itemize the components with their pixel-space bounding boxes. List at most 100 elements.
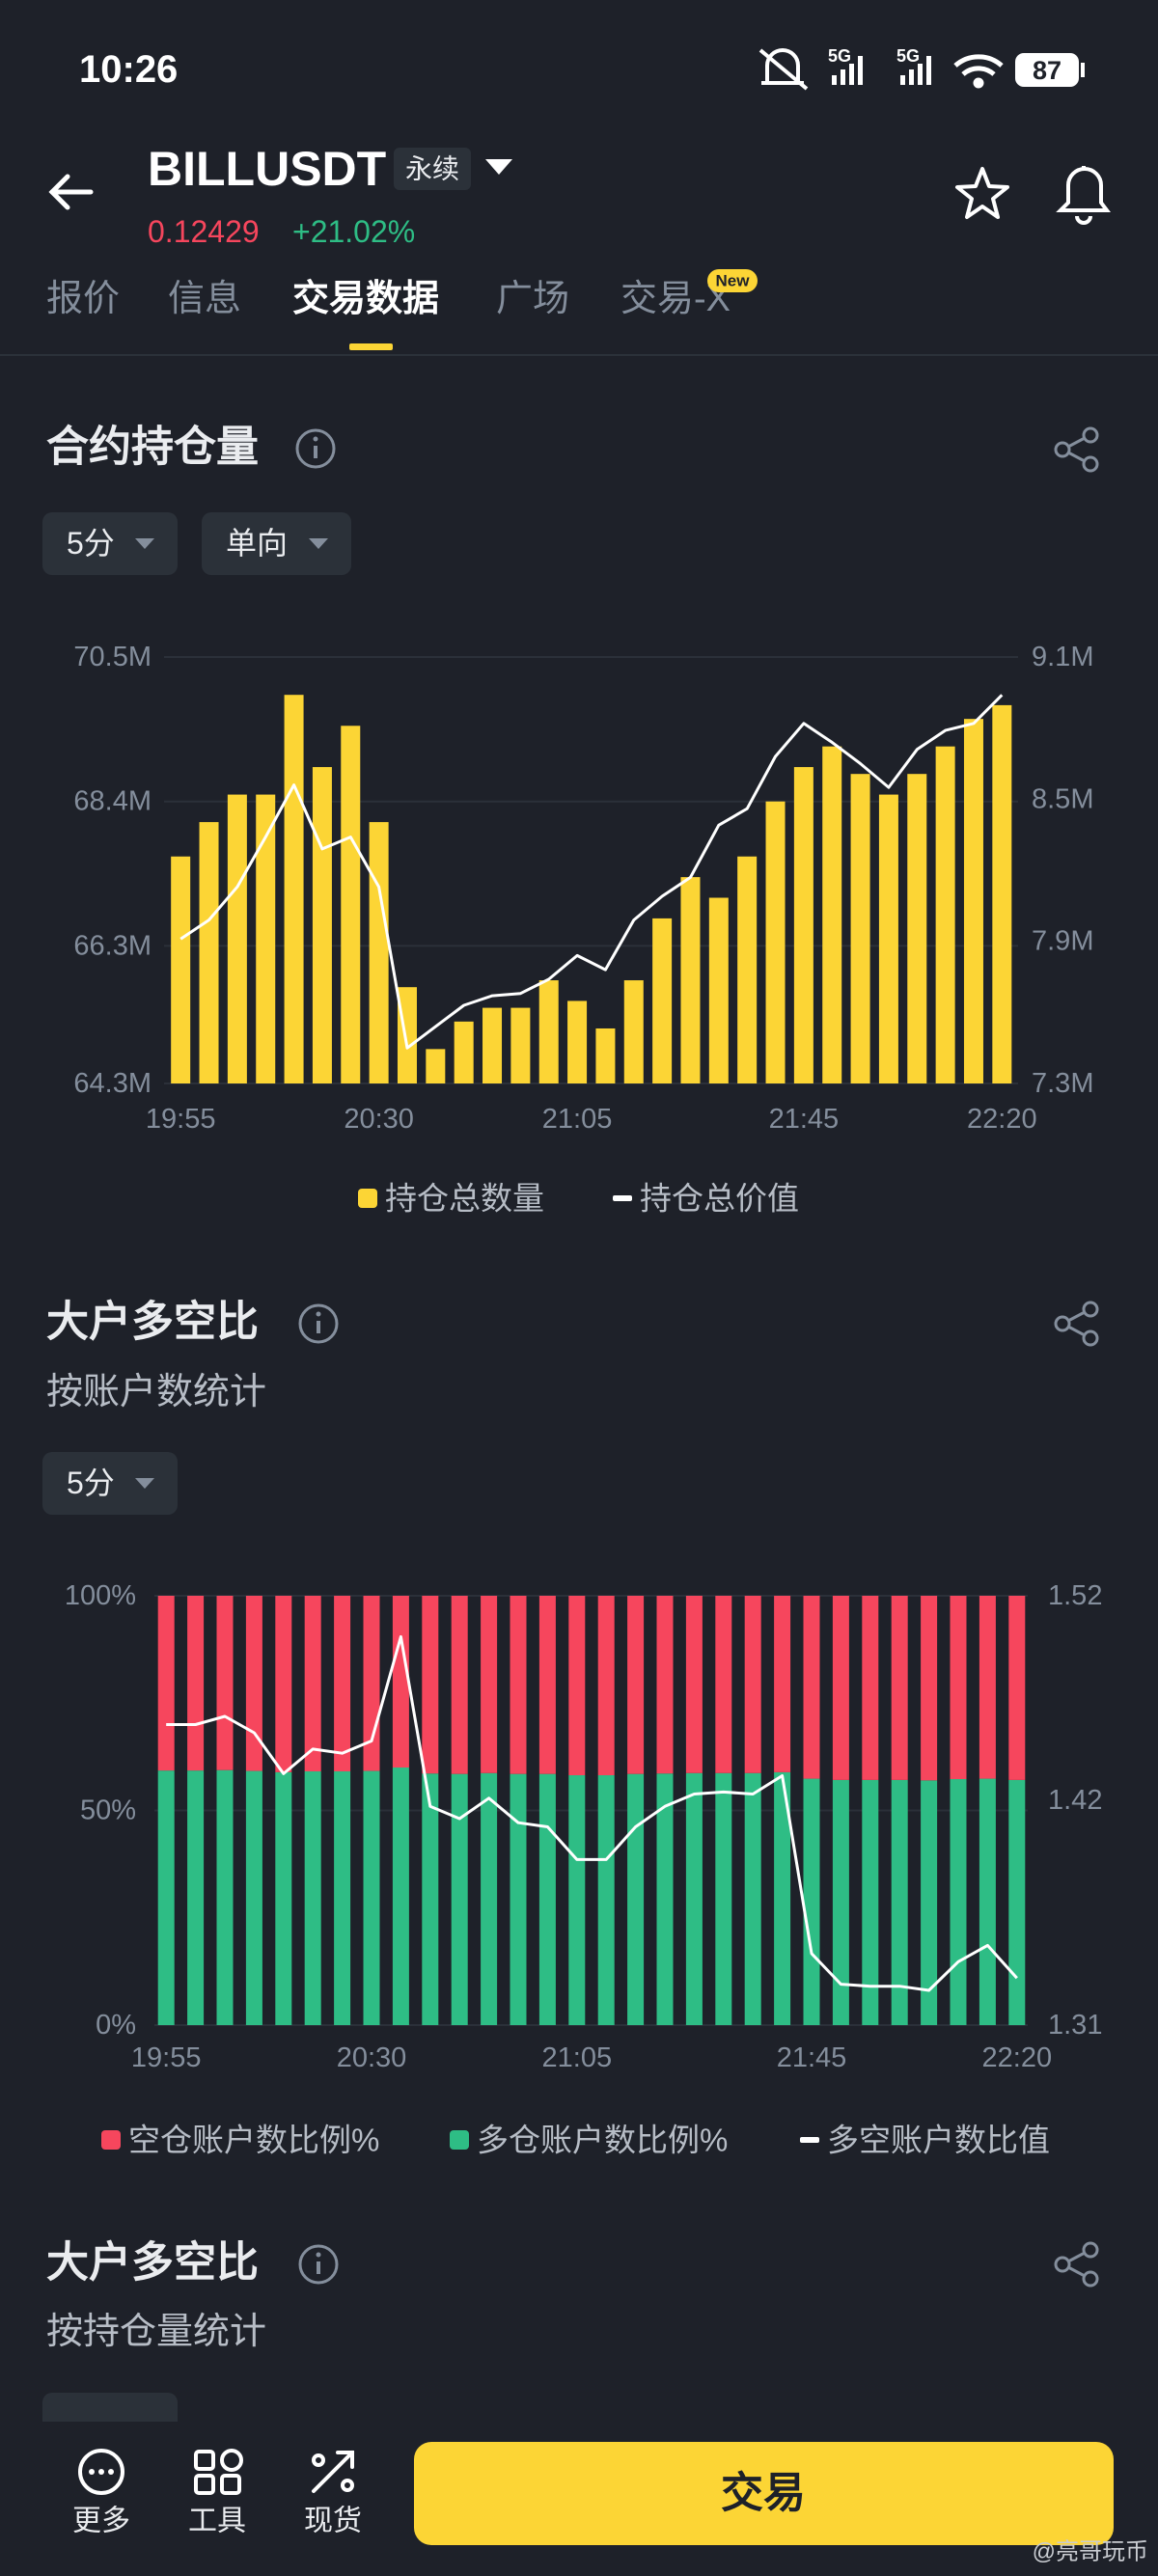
- bar: [862, 1596, 879, 1780]
- info-icon[interactable]: [298, 1303, 339, 1344]
- alert-button[interactable]: [1056, 166, 1111, 225]
- bar: [538, 1596, 556, 1774]
- trade-button[interactable]: [414, 2442, 1114, 2545]
- price: 0.12429: [148, 214, 260, 249]
- y2-tick-label: 9.1M: [1032, 642, 1093, 672]
- x-tick-label: 21:45: [769, 1104, 840, 1135]
- tab[interactable]: 信息: [168, 279, 241, 319]
- symbol: BILLUSDT: [148, 142, 386, 196]
- dropdown-arrow: [309, 538, 328, 549]
- share-icon[interactable]: [1054, 2241, 1099, 2288]
- y2-tick-label: 1.52: [1048, 1580, 1102, 1611]
- bar: [245, 1596, 262, 1771]
- bar: [832, 1779, 849, 2025]
- x-tick-label: 22:20: [982, 2042, 1053, 2073]
- tools-icon[interactable]: [194, 2449, 243, 2495]
- tab-active[interactable]: 交易数据: [292, 278, 439, 319]
- bar: [891, 1779, 908, 2025]
- bar: [171, 856, 191, 1083]
- bar: [793, 767, 813, 1083]
- bar: [627, 1596, 645, 1774]
- x-tick-label: 21:05: [542, 1104, 613, 1135]
- bar: [744, 1596, 761, 1773]
- y-tick-label: 70.5M: [73, 642, 152, 672]
- legend-line: [800, 2137, 819, 2143]
- bar: [482, 1007, 503, 1083]
- bar: [369, 822, 389, 1083]
- symbol-dropdown[interactable]: [485, 159, 512, 175]
- nav-label[interactable]: 现货: [304, 2506, 362, 2537]
- dropdown-label: 单向: [226, 526, 288, 561]
- nav-label[interactable]: 工具: [188, 2506, 246, 2537]
- y2-tick-label: 8.5M: [1032, 783, 1093, 814]
- x-tick-label: 20:30: [344, 1104, 414, 1135]
- bar: [656, 1596, 674, 1774]
- x-tick-label: 19:55: [146, 1104, 216, 1135]
- nav-label[interactable]: 更多: [72, 2506, 130, 2537]
- y-tick-label: 68.4M: [73, 786, 152, 817]
- dropdown[interactable]: [42, 512, 178, 575]
- bar: [680, 877, 701, 1083]
- dropdown-arrow: [135, 538, 154, 549]
- y-tick-label: 64.3M: [73, 1068, 152, 1099]
- y2-tick-label: 7.3M: [1032, 1068, 1093, 1099]
- spot-icon[interactable]: [312, 2451, 354, 2493]
- bar: [451, 1596, 468, 1774]
- bar: [216, 1596, 234, 1770]
- bar: [652, 918, 673, 1083]
- bar: [822, 746, 842, 1083]
- share-icon[interactable]: [1054, 1301, 1099, 1347]
- dropdown-label: 5分: [67, 526, 115, 561]
- badge: [707, 269, 758, 292]
- bar: [1008, 1779, 1026, 2025]
- bar: [685, 1596, 703, 1773]
- dropdown[interactable]: [42, 1452, 178, 1515]
- bar: [304, 1771, 321, 2025]
- bar: [862, 1779, 879, 2025]
- bar: [979, 1596, 996, 1779]
- price-change: +21.02%: [292, 214, 415, 249]
- legend-label: 多仓账户数比例%: [477, 2123, 728, 2158]
- bar: [334, 1596, 351, 1772]
- signal-icon: [832, 56, 863, 85]
- x-tick-label: 19:55: [131, 2042, 202, 2073]
- tag-box: [394, 148, 471, 190]
- bar: [992, 704, 1012, 1083]
- bar: [765, 801, 786, 1083]
- back-button[interactable]: [48, 174, 94, 210]
- x-tick-label: 21:05: [542, 2042, 613, 2073]
- more-icon[interactable]: [78, 2449, 124, 2495]
- bar: [921, 1596, 938, 1781]
- bar: [275, 1596, 292, 1772]
- x-tick-label: 22:20: [967, 1104, 1037, 1135]
- bar: [363, 1770, 380, 2025]
- info-icon[interactable]: [295, 428, 336, 469]
- legend-swatch: [450, 2130, 469, 2150]
- badge-text: New: [716, 272, 751, 290]
- line: [166, 1634, 1018, 1992]
- trade-button-label[interactable]: 交易: [721, 2470, 806, 2517]
- tab[interactable]: 广场: [496, 279, 569, 319]
- battery-level: 87: [1033, 56, 1062, 85]
- bar: [256, 794, 276, 1083]
- bar: [708, 897, 729, 1083]
- bar: [950, 1596, 967, 1780]
- bar: [803, 1778, 820, 2025]
- section-subtitle: 按持仓量统计: [46, 2312, 266, 2352]
- y2-tick-label: 7.9M: [1032, 926, 1093, 957]
- bar: [803, 1596, 820, 1779]
- bar: [737, 856, 758, 1083]
- bar: [157, 1596, 175, 1771]
- info-icon[interactable]: [298, 2244, 339, 2285]
- bar: [397, 987, 417, 1083]
- bar: [245, 1770, 262, 2025]
- dropdown-label: 5分: [67, 1466, 115, 1500]
- share-icon[interactable]: [1054, 426, 1099, 473]
- dropdown[interactable]: [202, 512, 351, 575]
- favorite-button[interactable]: [955, 167, 1009, 219]
- bar: [878, 794, 898, 1083]
- tab[interactable]: 报价: [46, 279, 120, 319]
- bar: [597, 1596, 615, 1776]
- status-time: 10:26: [79, 48, 178, 91]
